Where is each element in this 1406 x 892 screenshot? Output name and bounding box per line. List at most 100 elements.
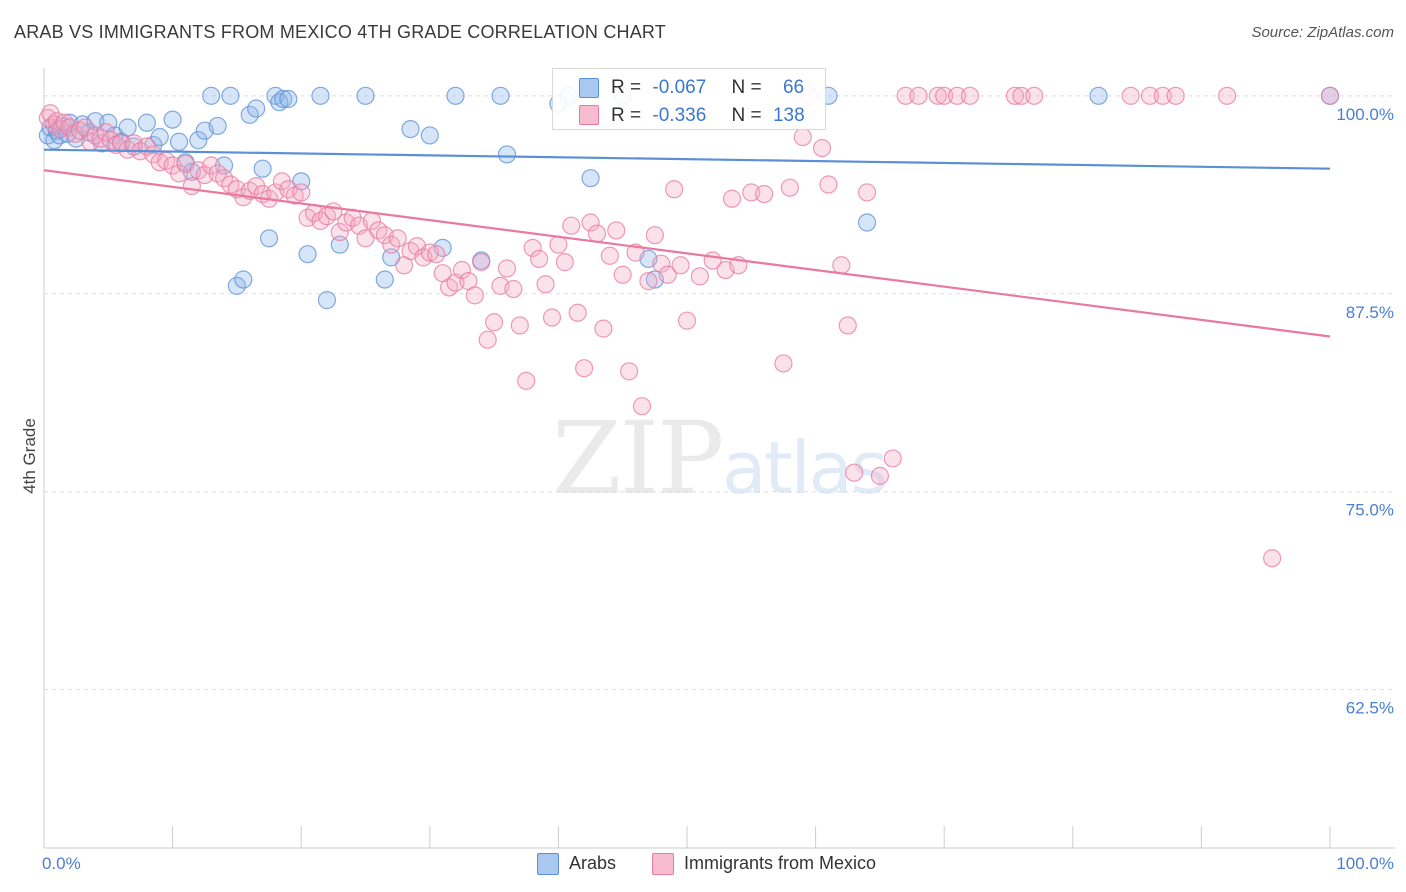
- data-point: [279, 89, 298, 109]
- trend-line-mexico: [43, 169, 1331, 338]
- data-point: [542, 308, 562, 327]
- data-point: [812, 138, 832, 158]
- tick-labels: 100.0% 87.5% 75.0% 62.5% 0.0% 100.0% 4th Grade: [20, 105, 1394, 873]
- legend-swatch-mexico: [652, 853, 674, 875]
- data-point: [163, 110, 182, 129]
- data-point: [1005, 86, 1025, 105]
- data-point: [517, 371, 536, 390]
- data-point: [671, 256, 690, 275]
- y-tick-label: 87.5%: [1346, 303, 1394, 322]
- data-point: [845, 463, 864, 482]
- data-point: [169, 132, 189, 151]
- data-point: [690, 267, 709, 286]
- data-point: [536, 275, 555, 294]
- data-point: [1025, 86, 1044, 105]
- data-point: [446, 86, 465, 105]
- data-point: [780, 178, 799, 197]
- y-axis-title: 4th Grade: [20, 418, 39, 494]
- data-point: [298, 245, 317, 264]
- data-point: [793, 127, 812, 147]
- legend: Arabs Immigrants from Mexico: [0, 852, 1406, 878]
- data-point: [478, 330, 497, 349]
- data-point: [208, 116, 227, 136]
- data-point: [575, 359, 594, 378]
- stats-n-value: 138: [772, 105, 805, 126]
- data-point: [1121, 86, 1140, 105]
- data-point: [857, 213, 877, 232]
- data-point: [722, 189, 742, 208]
- legend-label: Immigrants from Mexico: [684, 853, 877, 873]
- data-point: [639, 272, 658, 291]
- data-point: [311, 86, 330, 105]
- data-point: [587, 224, 607, 243]
- data-point: [330, 222, 349, 242]
- stats-box: R = -0.067 N = 66 R = -0.336 N = 138: [552, 68, 826, 130]
- data-point: [620, 362, 639, 381]
- data-point: [1218, 86, 1237, 105]
- stats-n-value: 66: [782, 77, 805, 98]
- data-point: [465, 286, 484, 305]
- data-point: [137, 113, 156, 132]
- y-tick-label: 62.5%: [1346, 699, 1394, 718]
- data-point: [202, 86, 221, 105]
- x-tick-label: 100.0%: [1336, 854, 1394, 873]
- data-point: [1166, 86, 1185, 105]
- data-point: [600, 246, 619, 265]
- data-point: [504, 279, 523, 299]
- data-point: [169, 164, 189, 183]
- stats-n-label: N =: [731, 77, 762, 98]
- data-point: [497, 259, 517, 278]
- data-point: [259, 229, 279, 248]
- data-point: [375, 270, 394, 289]
- data-point: [947, 86, 967, 105]
- stats-r-label: R =: [611, 77, 642, 98]
- data-point: [607, 221, 626, 240]
- x-tick-label: 0.0%: [42, 854, 81, 873]
- data-point: [819, 175, 838, 194]
- data-point: [581, 169, 600, 188]
- legend-label: Arabs: [569, 853, 617, 873]
- data-point: [928, 86, 947, 105]
- data-point: [491, 86, 510, 105]
- data-point: [870, 466, 890, 485]
- chart-title: ARAB VS IMMIGRANTS FROM MEXICO 4TH GRADE…: [14, 22, 666, 42]
- data-point: [452, 260, 472, 280]
- data-point: [150, 127, 169, 147]
- data-point: [632, 397, 652, 416]
- data-point: [562, 216, 581, 235]
- stats-swatch-mexico: [579, 105, 599, 125]
- data-point: [1012, 86, 1031, 105]
- data-point: [317, 291, 337, 310]
- data-point: [234, 270, 253, 289]
- data-point: [420, 243, 439, 262]
- data-point: [1320, 86, 1340, 105]
- stats-swatch-arabs: [579, 78, 599, 98]
- data-point: [1089, 86, 1108, 105]
- data-point: [677, 311, 697, 330]
- data-point: [774, 354, 793, 373]
- data-point: [65, 124, 84, 143]
- data-point: [523, 238, 542, 257]
- data-point: [594, 319, 613, 338]
- data-point: [832, 256, 851, 275]
- data-point: [292, 183, 311, 202]
- data-point: [1263, 549, 1282, 568]
- data-point: [896, 86, 915, 105]
- data-point: [401, 119, 420, 139]
- data-point: [420, 126, 439, 145]
- data-point: [388, 229, 407, 248]
- legend-swatch-arabs: [537, 853, 559, 875]
- trend-lines: [43, 148, 1331, 338]
- axes: [43, 68, 1395, 849]
- data-point: [909, 86, 928, 105]
- data-point: [253, 159, 272, 178]
- data-point: [645, 226, 664, 245]
- data-point: [665, 180, 684, 199]
- data-point: [652, 254, 671, 273]
- stats-r-label: R =: [611, 105, 642, 126]
- data-point: [189, 131, 208, 150]
- data-point: [427, 245, 446, 264]
- data-point: [755, 184, 774, 204]
- data-point: [568, 303, 587, 322]
